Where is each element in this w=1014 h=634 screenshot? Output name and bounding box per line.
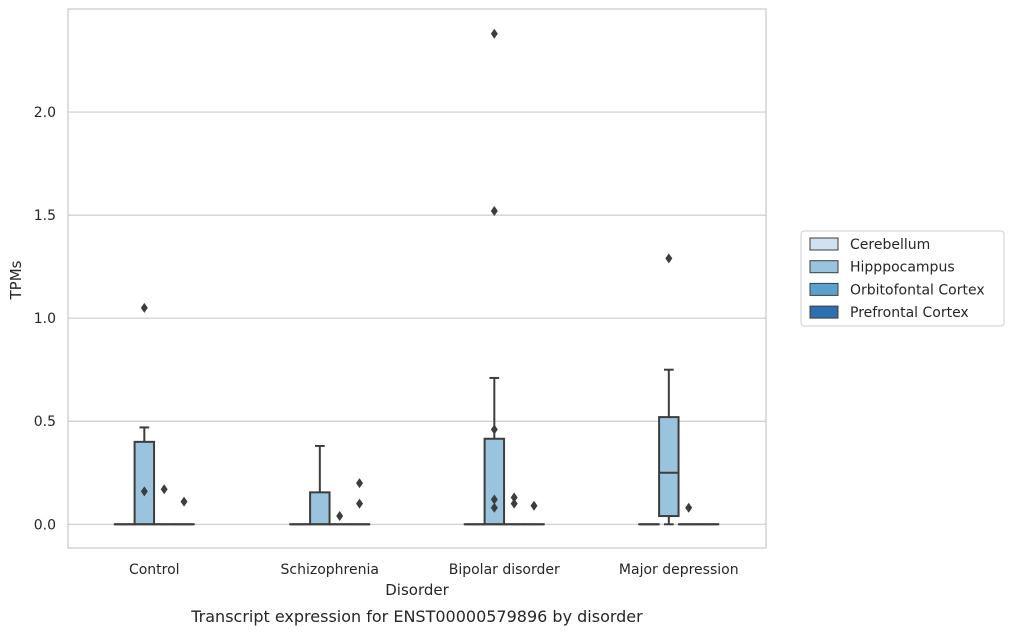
legend-swatch bbox=[809, 260, 839, 274]
outlier-point bbox=[490, 494, 498, 505]
legend-label: Orbitofontal Cortex bbox=[850, 282, 985, 298]
legend-swatch bbox=[809, 305, 839, 319]
box-hipppocampus bbox=[483, 28, 506, 526]
box-body bbox=[133, 440, 156, 526]
box-prefrontal-cortex bbox=[523, 500, 545, 526]
legend-label: Hipppocampus bbox=[850, 260, 955, 276]
x-axis-title: Disorder bbox=[385, 581, 449, 599]
outlier-point bbox=[530, 500, 538, 511]
legend: Cerebellum Hipppocampus Orbitofontal Corte… bbox=[800, 230, 1005, 327]
x-tick-label: Control bbox=[129, 562, 180, 578]
y-axis-title: TPMs bbox=[7, 260, 25, 300]
y-tick-label: 1.5 bbox=[34, 208, 56, 224]
outlier-point bbox=[490, 502, 498, 513]
outlier-point bbox=[685, 502, 693, 513]
box-orbitofontal-cortex bbox=[503, 492, 525, 526]
box-hipppocampus bbox=[309, 444, 331, 526]
outlier-point bbox=[160, 484, 168, 495]
y-tick-label: 0.5 bbox=[34, 414, 56, 430]
legend-frame bbox=[800, 230, 1005, 327]
outlier-point bbox=[490, 424, 498, 435]
y-axis-ticks: 0.0 0.5 1.0 1.5 2.0 bbox=[34, 105, 56, 533]
box-orbitofontal-cortex bbox=[328, 511, 351, 526]
x-tick-label: Bipolar disorder bbox=[449, 562, 560, 578]
legend-swatch bbox=[809, 282, 839, 296]
chart-caption: Transcript expression for ENST0000057989… bbox=[190, 607, 643, 626]
box-orbitofontal-cortex bbox=[677, 502, 700, 526]
outlier-point bbox=[510, 492, 518, 503]
outlier-point bbox=[490, 205, 498, 216]
outlier-point bbox=[180, 496, 188, 507]
legend-label: Cerebellum bbox=[850, 237, 930, 253]
box-body bbox=[658, 416, 680, 518]
y-tick-label: 2.0 bbox=[34, 105, 56, 121]
legend-label: Prefrontal Cortex bbox=[850, 305, 969, 321]
outlier-point bbox=[356, 498, 364, 509]
box-orbitofontal-cortex bbox=[153, 484, 175, 526]
boxes bbox=[113, 28, 720, 526]
outlier-point bbox=[356, 478, 364, 489]
box-body bbox=[309, 491, 331, 526]
x-axis-ticks: Control Schizophrenia Bipolar disorder Majo… bbox=[129, 562, 739, 578]
x-tick-label: Major depression bbox=[619, 562, 739, 578]
outlier-point bbox=[140, 302, 148, 313]
box-prefrontal-cortex bbox=[173, 496, 195, 526]
y-tick-label: 1.0 bbox=[34, 311, 56, 327]
y-tick-label: 0.0 bbox=[34, 517, 56, 533]
outlier-point bbox=[490, 28, 498, 39]
plot-area-frame bbox=[67, 8, 767, 549]
outlier-point bbox=[510, 498, 518, 509]
outlier-point bbox=[140, 486, 148, 497]
x-tick-label: Schizophrenia bbox=[281, 562, 379, 578]
outlier-point bbox=[665, 253, 673, 264]
legend-swatch bbox=[809, 237, 839, 251]
box-hipppocampus bbox=[133, 302, 156, 526]
box-prefrontal-cortex bbox=[348, 478, 371, 526]
outlier-point bbox=[336, 511, 344, 522]
box-hipppocampus bbox=[658, 253, 680, 526]
